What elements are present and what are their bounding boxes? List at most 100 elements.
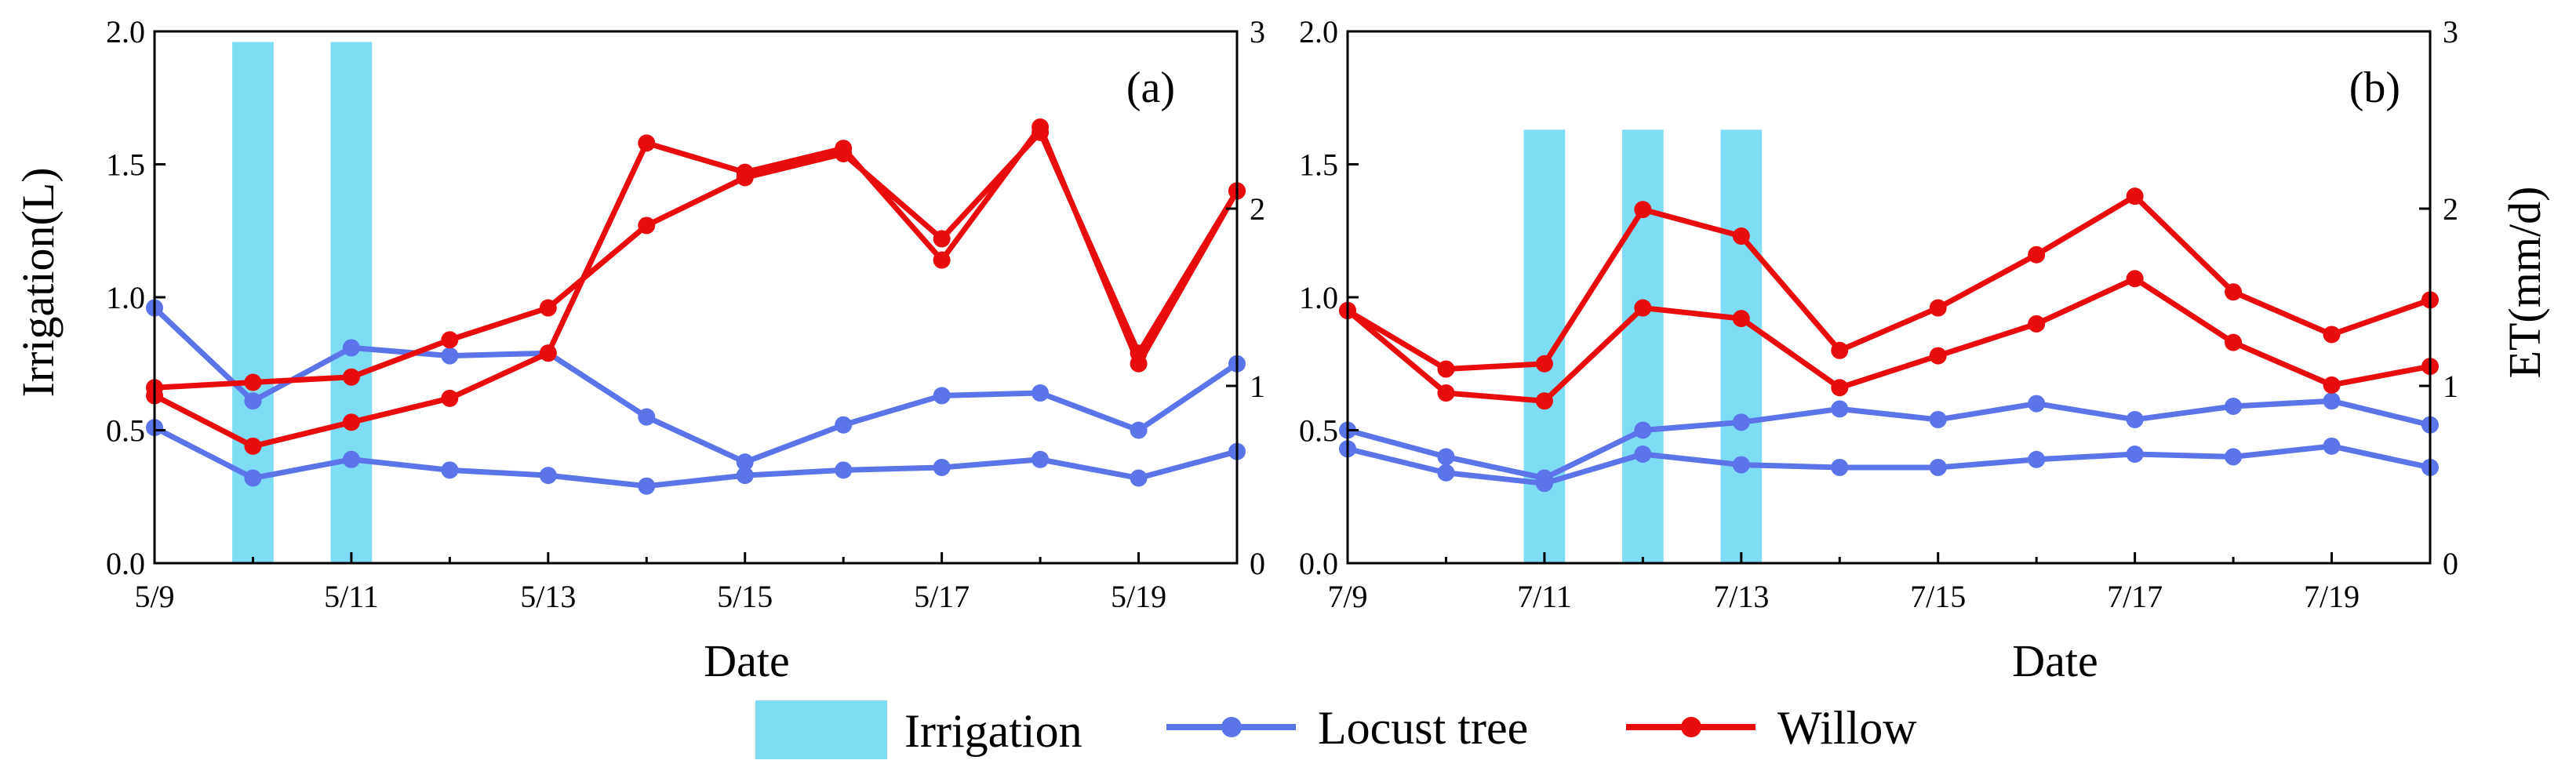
y-left-tick-label-a-2: 0.5: [106, 413, 145, 449]
point-willow-b-4-10: [2225, 333, 2243, 351]
point-locust-b-2-7: [1929, 458, 1947, 476]
point-willow-a-4-4: [441, 389, 459, 407]
point-willow-a-3-9: [933, 230, 951, 248]
point-willow-b-3-5: [1732, 227, 1750, 246]
point-locust-a-1-2: [244, 392, 262, 410]
point-willow-b-4-2: [1437, 384, 1455, 402]
point-locust-a-2-9: [933, 458, 951, 476]
y-left-tick-label-b-3: 1.0: [1299, 280, 1338, 315]
series-locust-b-2-line: [1347, 443, 2431, 486]
point-locust-b-2-8: [2028, 450, 2046, 468]
point-locust-b-1-10: [2225, 397, 2243, 415]
y-left-tick-label-a-5: 2.0: [106, 14, 145, 49]
y-right-tick-label-a-3: 2: [1250, 191, 1265, 227]
legend-locust-label: Locust tree: [1318, 702, 1528, 754]
y-right-tick-label-a-2: 1: [1250, 369, 1265, 404]
point-willow-b-4-7: [1929, 347, 1947, 365]
point-locust-a-1-3: [342, 339, 360, 357]
y-right-tick-label-b-3: 2: [2443, 191, 2458, 227]
legend-willow-marker: [1681, 717, 1701, 737]
point-willow-b-3-11: [2323, 326, 2341, 344]
x-tick-label-b-3: 7/13: [1713, 579, 1769, 614]
series-locust-a-1-line: [152, 306, 1239, 465]
legend-willow-label: Willow: [1777, 702, 1917, 754]
point-willow-b-4-6: [1831, 379, 1849, 397]
point-willow-a-4-9: [933, 251, 951, 269]
point-willow-b-3-4: [1634, 201, 1652, 219]
point-willow-b-3-9: [2126, 187, 2144, 206]
point-willow-a-3-3: [342, 368, 360, 386]
y-left-tick-label-b-2: 0.5: [1299, 413, 1338, 449]
point-locust-a-2-5: [539, 467, 557, 485]
point-willow-b-4-3: [1535, 392, 1553, 410]
point-locust-b-2-5: [1732, 456, 1750, 474]
series-willow-a-4-line: [153, 124, 1240, 449]
panel-b: ET(mm/d) (b) Date 0.0 0.5 1.0 1.5 2.0 0 1 2 3 7/9…: [1299, 14, 2550, 686]
point-locust-a-1-9: [933, 387, 951, 405]
y-left-tick-label-b-1: 0.0: [1299, 546, 1338, 581]
point-locust-b-1-8: [2028, 395, 2046, 413]
point-willow-a-4-11: [1130, 355, 1148, 373]
irrigation-bar-a-2: [330, 42, 373, 564]
point-willow-a-3-2: [244, 373, 262, 391]
y-right-tick-label-a-1: 0: [1250, 546, 1265, 581]
legend-locust-marker: [1221, 717, 1242, 737]
point-willow-a-4-10: [1031, 118, 1050, 136]
point-locust-b-2-3: [1535, 475, 1553, 493]
point-locust-a-1-7: [736, 453, 754, 471]
series-locust-b-1-line: [1347, 398, 2431, 482]
x-tick-label-a-4: 5/15: [717, 579, 773, 614]
irrigation-bar-b-2: [1622, 129, 1664, 563]
point-locust-a-2-2: [244, 469, 262, 487]
point-willow-b-4-5: [1732, 310, 1750, 328]
series-willow-a-3-line: [154, 129, 1239, 391]
point-locust-b-1-11: [2323, 392, 2341, 410]
point-locust-a-2-10: [1031, 450, 1050, 468]
y-right-tick-label-b-1: 0: [2443, 546, 2458, 581]
point-willow-b-4-8: [2028, 315, 2046, 333]
point-willow-a-4-8: [835, 140, 853, 158]
x-tick-label-a-2: 5/11: [324, 579, 379, 614]
point-locust-a-2-3: [342, 450, 360, 468]
point-locust-b-1-9: [2126, 410, 2144, 428]
point-willow-b-4-11: [2323, 376, 2341, 394]
x-tick-label-b-5: 7/17: [2107, 579, 2163, 614]
y-right-tick-label-b-2: 1: [2443, 369, 2458, 404]
series-willow-b-4-line: [1345, 275, 2431, 404]
point-locust-b-2-10: [2225, 448, 2243, 466]
legend-irrigation-swatch: [755, 700, 887, 759]
y-left-tick-label-a-4: 1.5: [106, 147, 145, 183]
series-willow-b-3-line: [1346, 193, 2432, 373]
panel-b-label: (b): [2349, 64, 2400, 112]
point-locust-b-2-4: [1634, 446, 1652, 464]
y-left-tick-label-b-5: 2.0: [1299, 14, 1338, 49]
point-locust-b-1-2: [1437, 448, 1455, 466]
point-willow-b-3-6: [1831, 341, 1849, 359]
point-willow-a-4-6: [638, 134, 656, 152]
point-willow-a-3-4: [441, 331, 459, 349]
panel-a-x-title: Date: [704, 635, 790, 686]
point-locust-a-2-7: [736, 467, 754, 485]
point-willow-a-3-5: [539, 299, 557, 317]
point-willow-a-4-3: [342, 413, 360, 431]
irrigation-bar-b-1: [1523, 129, 1566, 563]
plot-frame-b: [1346, 30, 2432, 565]
point-locust-a-2-6: [638, 477, 656, 495]
point-willow-a-4-5: [539, 344, 557, 362]
x-tick-label-b-4: 7/15: [1910, 579, 1966, 614]
y-left-tick-label-a-3: 1.0: [106, 280, 145, 315]
x-tick-label-b-2: 7/11: [1517, 579, 1572, 614]
point-locust-a-1-11: [1130, 421, 1148, 439]
point-locust-b-2-2: [1437, 464, 1455, 482]
x-tick-label-b-1: 7/9: [1327, 579, 1367, 614]
irrigation-bar-b-3: [1720, 129, 1763, 563]
point-willow-b-4-4: [1634, 299, 1652, 317]
point-willow-a-4-7: [736, 163, 754, 181]
point-willow-b-3-10: [2225, 283, 2243, 301]
x-tick-label-b-6: 7/19: [2304, 579, 2360, 614]
point-willow-b-3-7: [1929, 299, 1947, 317]
point-locust-b-2-6: [1831, 458, 1849, 476]
point-locust-a-2-4: [441, 461, 459, 479]
panel-a-y-left-title: Irrigation(L): [13, 167, 64, 397]
